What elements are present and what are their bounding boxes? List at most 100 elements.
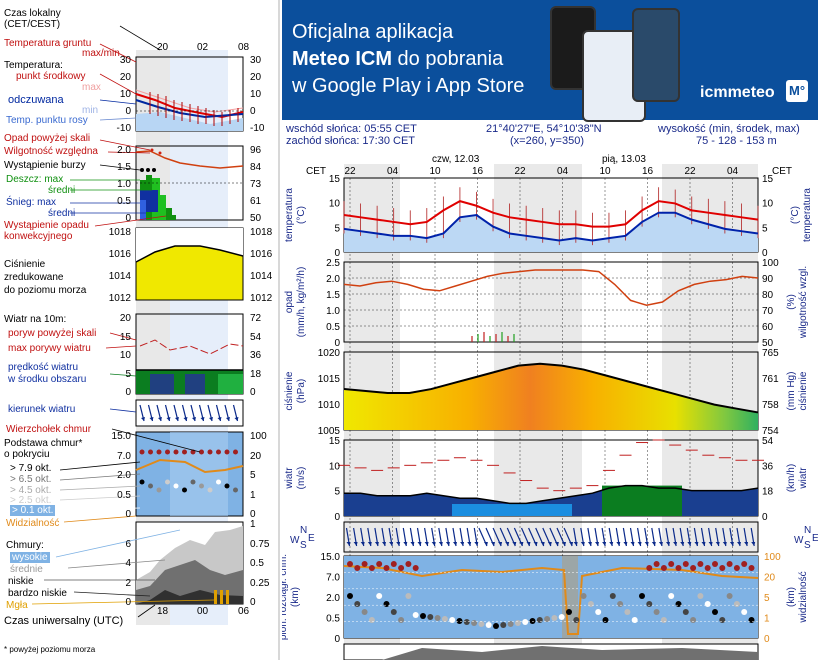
wind-dir-arrowhead (498, 542, 503, 546)
wind-left-tick-0: 15 (329, 436, 341, 447)
legend-press-right-tick-3: 1012 (250, 293, 273, 304)
temp-axis-label-right-1: temperatura (802, 188, 813, 242)
cloud-top-dot (390, 561, 397, 567)
temp-left-tick-3: 0 (334, 248, 340, 259)
cloud-base-dot (471, 620, 478, 626)
legend-temp-right-tick-4: -10 (250, 123, 265, 134)
legend-layer-right-tick-3: 0.25 (250, 577, 270, 589)
banner-line-2-rest: do pobrania (392, 48, 504, 70)
cloud-base-dot (405, 593, 412, 599)
legend-layer-right-tick-1: 0.75 (250, 538, 270, 550)
legend-cloud-top-dot (148, 449, 153, 455)
cloud-base-dot (566, 609, 572, 615)
legend-precip-right-tick-3: 61 (250, 196, 262, 207)
cloud-base-dot (463, 619, 470, 625)
dir-e-right: E (812, 533, 818, 544)
temp-axis-label-0: temperatura (284, 188, 295, 242)
cloud-base-dot (631, 617, 638, 623)
cloud-base-dot (609, 593, 616, 599)
hour-label-1: 04 (387, 166, 399, 177)
precip-right-tick-5: 50 (762, 338, 774, 349)
legend-layer-left-tick-0: 6 (125, 539, 131, 550)
wind-dir-arrowhead (417, 542, 422, 546)
wind-dir-arrowhead (382, 542, 386, 546)
wind-dir-arrowhead (751, 542, 756, 546)
legend-dew-point: Temp. punktu rosy (6, 115, 88, 126)
legend-cloud-top-dot (224, 449, 230, 455)
grid-point: (x=260, y=350) (510, 135, 584, 147)
hour-label-8: 22 (684, 166, 696, 177)
cloud-axis-label-1: (km) (290, 587, 301, 607)
press-axis-label-0: ciśnienie (284, 371, 295, 410)
panel-frame-dir (343, 521, 759, 553)
cloud-axis-label-0: pion. rozciągł. chm. (282, 554, 289, 640)
legend-gust-above: poryw powyżej skali (8, 328, 97, 339)
precip-axis-label-0: opad (284, 291, 295, 313)
legend-layer-left-tick-2: 2 (125, 577, 131, 589)
cloud-top-dot (668, 561, 675, 567)
cloud-top-dot (682, 561, 689, 567)
wind-dir-arrowhead (554, 542, 559, 546)
cloud-top-dot (347, 561, 353, 567)
dir-n-right: N (804, 525, 811, 536)
cloud-top-dot (726, 561, 733, 567)
legend-temp-min: min (82, 105, 99, 116)
banner-line-1: Oficjalna aplikacja (292, 21, 454, 43)
cloud-right-tick-0: 100 (764, 552, 781, 563)
app-promo-banner[interactable]: Oficjalna aplikacja Meteo ICM do pobrani… (282, 0, 818, 122)
legend-wind-arrowhead (226, 417, 230, 421)
legend-low: niskie (8, 576, 34, 587)
cloud-left-tick-1: 7.0 (326, 573, 340, 584)
press-right-tick-2: 758 (762, 400, 779, 411)
precip-left-tick-1: 2.0 (326, 274, 340, 285)
wind-dir-arrowhead (519, 542, 524, 546)
legend-winddir-panel (135, 399, 244, 427)
precip-axis-label-1: (mm/h, kg/m²/h) (296, 267, 307, 338)
legend-wind-left-tick-0: 20 (119, 313, 131, 324)
temp-axis-label-1: (°C) (296, 206, 307, 224)
legend-temp-left-tick-0: 30 (119, 55, 131, 66)
legend-graphics (31, 25, 244, 625)
wind-dir-arrowhead (389, 542, 394, 546)
cloud-top-dot (712, 561, 718, 567)
wind-axis-label-0: wiatr (284, 467, 295, 490)
wind-dir-arrowhead (602, 542, 607, 546)
cloud-base-dot (573, 617, 580, 623)
legend-wind-arrowhead (166, 417, 171, 421)
dir-w-left: W (290, 535, 300, 546)
cloud-base-dot (449, 617, 456, 623)
cloud-top-dot (383, 565, 390, 571)
cloud-base-dot (580, 593, 587, 599)
wind-kmh-label-0: (km/h) (786, 464, 797, 492)
legend-wind-arrowhead (234, 417, 239, 421)
temp-right-tick-0: 15 (762, 174, 774, 185)
wind-speed-line (344, 484, 759, 505)
legend-precip-right-tick-1: 84 (250, 162, 262, 173)
hour-label-3: 16 (472, 166, 484, 177)
wind-dir-arrowhead (630, 542, 635, 546)
cloud-top-dot (719, 565, 726, 571)
legend-wind-left-tick-1: 15 (119, 331, 131, 343)
legend-temp-left-tick-1: 20 (119, 72, 131, 83)
legend-top-tick-0: 20 (157, 42, 169, 53)
legend-cloud-base-dot (156, 487, 162, 493)
precip-right-tick-2: 80 (762, 290, 774, 301)
legend-press-right-tick-0: 1018 (250, 227, 273, 238)
cloud-base-dot (354, 601, 361, 607)
cloud-base-dot (398, 617, 405, 623)
cloud-base-dot (624, 609, 631, 615)
legend-wind-right-tick-4: 0 (250, 387, 256, 398)
wind-dir-arrowhead (547, 542, 552, 546)
banner-line-2: Meteo ICM do pobrania (292, 47, 503, 71)
wind-dir-arrowhead (644, 542, 649, 546)
wind-dir-arrowhead (744, 542, 749, 546)
cloud-base-dot (368, 617, 375, 623)
cloud-top-dot (405, 561, 412, 567)
cloud-base-dot (690, 617, 697, 623)
precip-left-tick-4: 0.5 (326, 322, 340, 333)
legend-cloud-left-tick-0: 15.0 (111, 431, 131, 442)
wind-dir-arrowhead (573, 542, 578, 546)
cloud-base-dot (660, 617, 667, 623)
hour-label-2: 10 (429, 166, 441, 177)
wind-calm-band (452, 504, 572, 516)
